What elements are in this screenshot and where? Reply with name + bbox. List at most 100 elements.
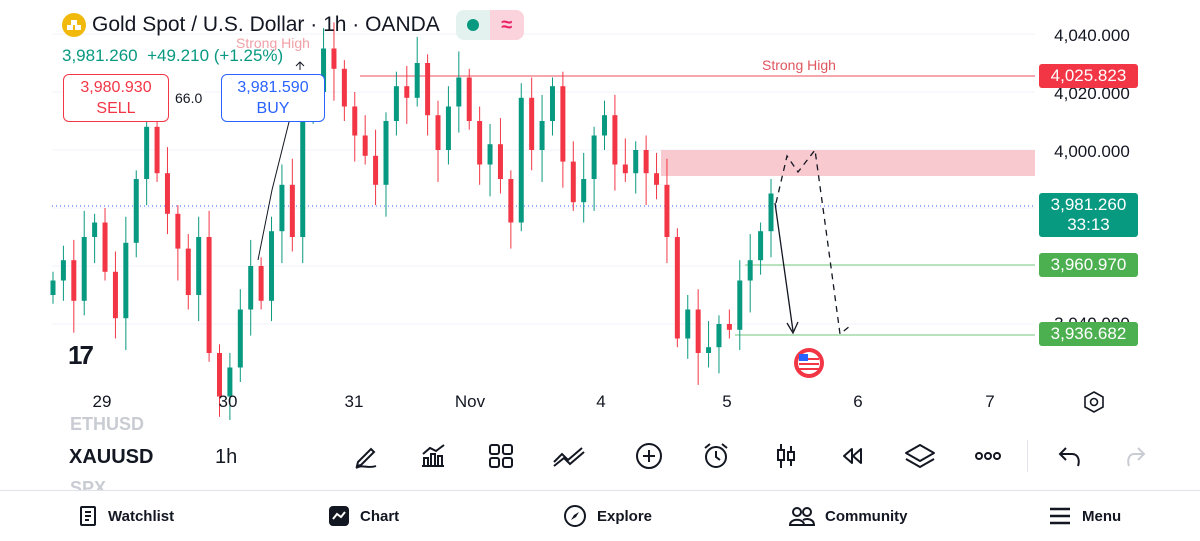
candle-bearish (435, 115, 441, 150)
redo-icon[interactable] (1126, 442, 1146, 470)
market-open-dot-icon[interactable] (455, 10, 490, 40)
watchlist-prev-symbol[interactable]: ETHUSD (70, 414, 145, 434)
candle-bullish (92, 222, 98, 237)
nav-watchlist[interactable]: Watchlist (78, 491, 174, 541)
candle-bullish (237, 309, 243, 368)
tradingview-logo: 17 (68, 340, 94, 370)
layouts-icon[interactable] (487, 442, 515, 470)
candle-bullish (518, 97, 524, 223)
candle-bearish (477, 121, 483, 165)
candle-bearish (154, 126, 160, 174)
candle-bullish (279, 184, 285, 232)
candle-bullish (227, 367, 233, 397)
candle-bearish (175, 213, 181, 249)
candle-bullish (549, 86, 555, 121)
arrow-head-icon (786, 321, 799, 335)
candle-bullish (60, 260, 66, 281)
symbol-selector[interactable]: XAUUSD (69, 446, 154, 468)
chart-area[interactable]: Strong High Strong High Gold Spot / U.S.… (0, 0, 1150, 420)
alternative-projection-path (775, 148, 851, 336)
candle-bullish (144, 126, 150, 179)
candle-bullish (123, 242, 129, 319)
pencil-icon[interactable] (352, 442, 380, 470)
candle-bullish (581, 179, 587, 203)
compare-icon[interactable] (552, 442, 586, 470)
candle-bullish (393, 86, 399, 121)
symbol-header: Gold Spot / U.S. Dollar · 1h · OANDA ≈ (62, 10, 524, 40)
us-flag-icon[interactable] (794, 348, 824, 378)
candle-bearish (529, 97, 535, 150)
indicator-toggles[interactable]: ≈ (455, 10, 524, 40)
candle-bullish (269, 231, 275, 301)
candle-bullish (50, 280, 56, 295)
chart-icon (329, 506, 349, 526)
candle-bullish (539, 121, 545, 150)
candle-bearish (216, 353, 222, 397)
candle-bearish (622, 164, 628, 174)
undo-icon[interactable] (1056, 442, 1084, 470)
price-axis-label: 4,000.000 (1054, 142, 1130, 161)
time-axis-label: 29 (92, 392, 112, 411)
more-icon[interactable] (974, 442, 1002, 470)
candle-bearish (164, 173, 170, 214)
nav-menu[interactable]: Menu (1048, 491, 1121, 541)
strong-high-price-tag: 4,025.823 (1039, 64, 1138, 88)
candle-bearish (185, 248, 191, 295)
price-chart[interactable]: Strong High Strong High (0, 0, 1150, 420)
wave-icon[interactable]: ≈ (489, 10, 524, 40)
candle-bearish (289, 184, 295, 237)
sell-button[interactable]: 3,980.930 SELL (63, 74, 169, 122)
settings-icon[interactable] (1084, 391, 1104, 413)
candle-bullish (383, 121, 389, 185)
time-axis-label: 7 (985, 392, 995, 411)
time-axis-label: 5 (722, 392, 732, 411)
nav-community[interactable]: Community (789, 491, 908, 541)
candle-bullish (133, 179, 139, 243)
candle-bullish (196, 237, 202, 295)
current-price-tag: 3,981.260 33:13 (1039, 193, 1138, 237)
watchlist-icon (80, 506, 96, 526)
chart-title[interactable]: Gold Spot / U.S. Dollar · 1h · OANDA (92, 13, 440, 36)
nav-explore[interactable]: Explore (563, 491, 652, 541)
candle-bearish (404, 86, 410, 98)
candle-bearish (570, 161, 576, 203)
strong-high-label: Strong High (762, 57, 836, 73)
candle-bullish (414, 63, 420, 98)
replay-icon[interactable] (838, 442, 866, 470)
candle-bearish (695, 309, 701, 353)
layers-icon[interactable] (904, 442, 936, 470)
candle-bearish (341, 68, 347, 107)
price-axis-label: 4,020.000 (1054, 84, 1130, 103)
gold-bars-icon (62, 13, 86, 37)
candle-bearish (726, 324, 732, 330)
candle-bearish (71, 260, 77, 301)
buy-price: 3,981.590 (237, 79, 309, 96)
last-price: 3,981.260 (62, 46, 138, 65)
bottom-navigation: Watchlist Chart Explore Community Menu (0, 490, 1200, 540)
alert-icon[interactable] (702, 442, 730, 470)
candle-bearish (425, 63, 431, 116)
candle-bearish (112, 271, 118, 319)
price-axis-label: 4,040.000 (1054, 26, 1130, 45)
strong-high-arrow (295, 61, 305, 70)
candle-bearish (352, 106, 358, 136)
watchlist-next-symbol[interactable]: SPX (70, 478, 107, 490)
candle-bullish (321, 48, 327, 92)
buy-label: BUY (256, 100, 290, 117)
candle-bearish (674, 237, 680, 339)
nav-chart[interactable]: Chart (328, 491, 399, 541)
candle-type-icon[interactable] (772, 442, 800, 470)
candle-bullish (737, 280, 743, 330)
time-axis-label: 4 (596, 392, 606, 411)
candle-bearish (508, 179, 514, 223)
candle-bullish (591, 135, 597, 179)
buy-button[interactable]: 3,981.590 BUY (221, 74, 325, 122)
indicators-icon[interactable] (419, 442, 447, 470)
bearish-projection-arrow (774, 202, 794, 332)
current-price-value: 3,981.260 (1050, 195, 1127, 214)
candle-countdown: 33:13 (1067, 215, 1110, 234)
timeframe-selector[interactable]: 1h (215, 446, 238, 468)
add-icon[interactable] (635, 442, 663, 470)
candle-bearish (643, 150, 649, 174)
candle-bullish (300, 115, 306, 237)
